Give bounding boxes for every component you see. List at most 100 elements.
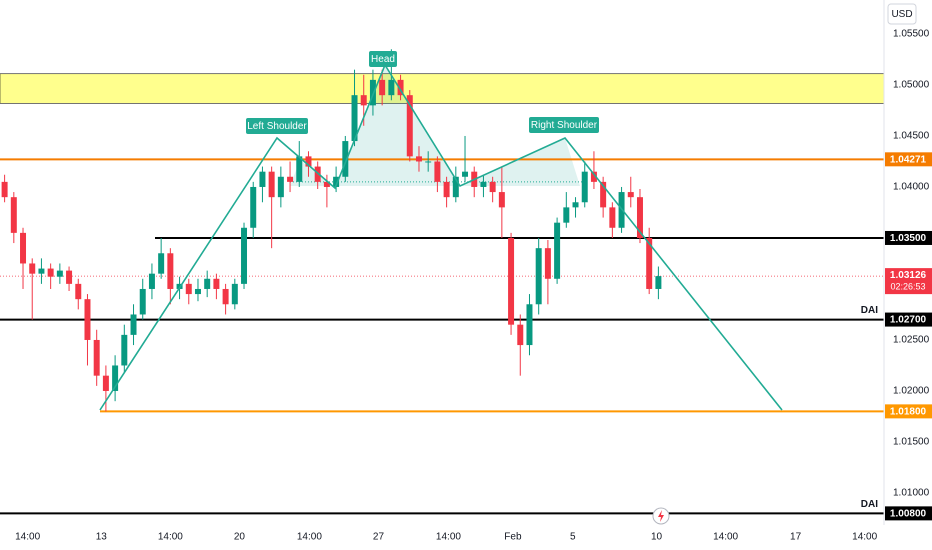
candle-body (425, 161, 432, 163)
candle-body (20, 232, 27, 264)
candle-body (130, 314, 137, 335)
candle-body (646, 237, 653, 289)
candle-body (360, 95, 367, 106)
candle-body (148, 273, 155, 289)
candle-body (498, 192, 505, 208)
candle-body (213, 278, 220, 289)
level-label-box (885, 312, 932, 327)
candle-body (462, 171, 469, 177)
annotation-box (246, 118, 308, 134)
candle-body (47, 268, 54, 277)
axis-layer: 1.04271 1.03500 1.02700 DAI 1.01800 1.00800 DA… (15, 29, 932, 543)
x-tick-label: 10 (651, 532, 663, 543)
currency: USD (891, 9, 912, 20)
candle-body (388, 79, 395, 96)
candle-body (627, 192, 634, 198)
candle-body (351, 95, 358, 142)
annotation: Right Shoulder (531, 120, 598, 131)
countdown: 02:26:53 (890, 281, 925, 291)
y-tick-label: 1.05000 (893, 80, 930, 91)
candle-body (1, 181, 8, 198)
candle-body (29, 263, 36, 274)
candle-body (84, 299, 91, 340)
annotation-box (369, 51, 397, 67)
candle-body (636, 197, 643, 238)
candle-body (489, 181, 496, 193)
candle-body (66, 270, 73, 284)
x-tick-label: 13 (96, 532, 108, 543)
x-tick-label: 14:00 (297, 532, 322, 543)
candle-body (443, 181, 450, 198)
y-tick-label: 1.01500 (893, 437, 930, 448)
candle-body (434, 161, 441, 182)
candle-body (250, 186, 257, 228)
candle-body (268, 171, 275, 198)
y-tick-label: 1.05500 (893, 29, 930, 40)
x-tick-label: 14:00 (436, 532, 461, 543)
candle-body (158, 253, 165, 274)
level-label-box (885, 152, 932, 167)
candle-body (287, 176, 294, 182)
event-bolt (658, 510, 664, 522)
supply-zone (0, 73, 885, 104)
x-tick-label: 5 (570, 532, 576, 543)
candle-body (305, 156, 312, 167)
candle-body (38, 268, 45, 274)
x-tick-label: 14:00 (158, 532, 183, 543)
y-tick-label: 1.02500 (893, 335, 930, 346)
candle-body (222, 288, 229, 305)
candle-body (563, 207, 570, 223)
x-tick-label: 14:00 (15, 532, 40, 543)
candle-body (75, 283, 82, 300)
annotation-box (529, 117, 599, 133)
level-label: 1.02700 (890, 315, 927, 326)
candle-body (406, 95, 413, 157)
candles-layer (1, 49, 662, 412)
y-tick-label: 1.01000 (893, 488, 930, 499)
candle-body (535, 248, 542, 305)
level-label: 1.01800 (890, 407, 927, 418)
candle-body (241, 227, 248, 284)
last-price-box (885, 268, 932, 295)
y-tick-label: 1.04500 (893, 131, 930, 142)
annotation: Left Shoulder (247, 121, 307, 132)
candle-body (296, 156, 303, 182)
candle-body (508, 237, 515, 325)
y-tick-label: 1.04000 (893, 182, 930, 193)
candle-body (480, 181, 487, 187)
candle-body (314, 166, 321, 182)
levels-layer (0, 158, 884, 515)
candle-body (204, 278, 211, 289)
candle-body (167, 253, 174, 289)
candle-body (379, 79, 386, 96)
level-label: 1.04271 (890, 154, 927, 165)
x-tick-label: 14:00 (713, 532, 738, 543)
candle-body (581, 171, 588, 203)
pattern-fill (290, 65, 580, 188)
candle-body (517, 324, 524, 346)
x-tick-label: 17 (790, 532, 802, 543)
level-name: DAI (861, 499, 878, 510)
level-label: 1.03500 (890, 233, 927, 244)
level-label-box (885, 506, 932, 521)
candle-body (121, 334, 128, 366)
candle-body (554, 222, 561, 279)
currency-box (887, 3, 917, 25)
candle-body (93, 339, 100, 376)
candle-body (112, 365, 119, 391)
candle-body (139, 288, 146, 315)
y-tick-label: 1.02000 (893, 386, 930, 397)
level-label-box (885, 404, 932, 419)
candle-body (590, 171, 597, 182)
candle-body (277, 176, 284, 198)
candle-body (323, 181, 330, 187)
candle-body (259, 171, 266, 187)
candle-body (333, 176, 340, 187)
candle-body (452, 176, 459, 198)
candle-body (194, 288, 201, 295)
candle-body (185, 283, 192, 295)
candle-body (10, 197, 17, 233)
candle-body (572, 202, 579, 208)
